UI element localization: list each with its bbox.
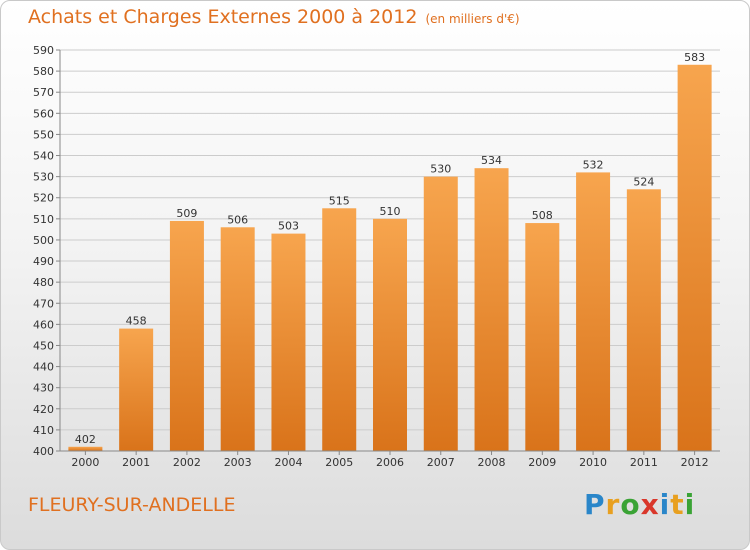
y-tick-label: 450 [33,339,54,352]
data-label-2008: 534 [481,154,502,167]
data-label-2012: 583 [684,51,705,64]
x-tick-label-2003: 2003 [224,456,252,469]
bar-2008 [474,168,509,452]
x-tick-label-2005: 2005 [325,456,353,469]
data-label-2000: 402 [75,433,96,446]
y-tick-label: 540 [33,150,54,163]
data-label-2011: 524 [633,175,654,188]
y-tick-label: 570 [33,86,54,99]
data-label-2001: 458 [126,315,147,328]
x-tick-label-2004: 2004 [274,456,302,469]
y-tick-label: 440 [33,361,54,374]
data-label-2003: 506 [227,213,248,226]
bar-2009 [525,223,560,451]
bar-2010 [576,172,611,451]
y-tick-label: 490 [33,255,54,268]
chart-title: Achats et Charges Externes 2000 à 2012 (e… [28,6,520,28]
data-label-2010: 532 [583,158,604,171]
y-tick-label: 560 [33,107,54,120]
data-label-2007: 530 [430,163,451,176]
y-tick-label: 500 [33,234,54,247]
chart-subtitle: (en milliers d'€) [425,12,520,26]
bar-2005 [322,208,357,451]
y-tick-label: 580 [33,65,54,78]
bar-2011 [626,189,661,451]
x-tick-label-2010: 2010 [579,456,607,469]
label-layer: 402 458 509 506 503 515 510 530 534 508 532 524 583 [75,51,705,446]
bar-2003 [220,227,255,451]
y-tick-label: 590 [33,44,54,57]
y-tick-label: 550 [33,128,54,141]
bar-layer [68,64,712,452]
x-tick-label-2011: 2011 [630,456,658,469]
y-tick-label: 400 [33,445,54,458]
x-tick-label-2008: 2008 [478,456,506,469]
x-tick-label-2012: 2012 [681,456,709,469]
y-tick-label: 520 [33,192,54,205]
place-name: FLEURY-SUR-ANDELLE [28,494,236,516]
bar-2006 [373,218,407,451]
x-tick-label-2007: 2007 [427,456,455,469]
axis-layer: 400 410 420 430 440 450 460 470 480 490 500 510 520 5… [33,44,720,469]
y-tick-label: 480 [33,276,54,289]
title-text: Achats et Charges Externes 2000 à 2012 [28,6,418,28]
bar-2002 [169,220,204,451]
data-label-2006: 510 [380,205,401,218]
x-tick-label-2002: 2002 [173,456,201,469]
data-label-2002: 509 [176,207,197,220]
x-tick-label-2009: 2009 [528,456,556,469]
y-tick-label: 530 [33,171,54,184]
x-tick-label-2001: 2001 [122,456,150,469]
y-tick-label: 420 [33,403,54,416]
bar-2001 [119,328,154,451]
bar-2007 [423,176,458,451]
data-label-2005: 515 [329,194,350,207]
y-tick-label: 510 [33,213,54,226]
y-tick-label: 460 [33,318,54,331]
x-tick-label-2000: 2000 [71,456,99,469]
y-tick-label: 470 [33,297,54,310]
proxiti-logo: Proxiti [584,488,696,521]
data-label-2009: 508 [532,209,553,222]
bar-2012 [677,64,712,451]
bar-2000 [68,446,103,451]
data-label-2004: 503 [278,220,299,233]
x-tick-label-2006: 2006 [376,456,404,469]
bar-2004 [271,233,306,451]
y-tick-label: 410 [33,424,54,437]
y-tick-label: 430 [33,382,54,395]
